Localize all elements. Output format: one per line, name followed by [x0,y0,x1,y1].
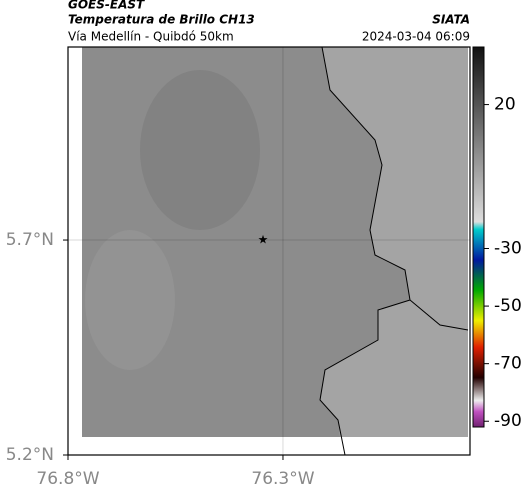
colorbar [472,46,485,428]
colorbar-tick-label: -50 [494,296,522,316]
cloud-texture [140,70,260,230]
y-tick-label: 5.7°N [6,230,54,250]
map: ★ [67,46,471,456]
datetime: 2024-03-04 06:09 [362,30,470,44]
boundary [319,46,469,456]
location-marker: ★ [258,233,269,247]
map-frame [67,46,471,456]
colorbar-tick-label: -70 [494,354,522,374]
east-region [320,47,468,437]
colorbar-tick-label: 20 [494,95,516,115]
colorbar-tick-label: -90 [494,411,522,431]
cloud-texture [85,230,175,370]
y-tick-label: 5.2°N [6,445,54,465]
title: GOES-EAST [68,0,145,12]
source: SIATA [432,13,470,27]
route: Vía Medellín - Quibdó 50km [68,30,234,44]
x-tick-label: 76.8°W [36,469,99,489]
colorbar-tick-label: -30 [494,239,522,259]
subtitle: Temperatura de Brillo CH13 [68,13,255,27]
x-tick-label: 76.3°W [251,469,314,489]
